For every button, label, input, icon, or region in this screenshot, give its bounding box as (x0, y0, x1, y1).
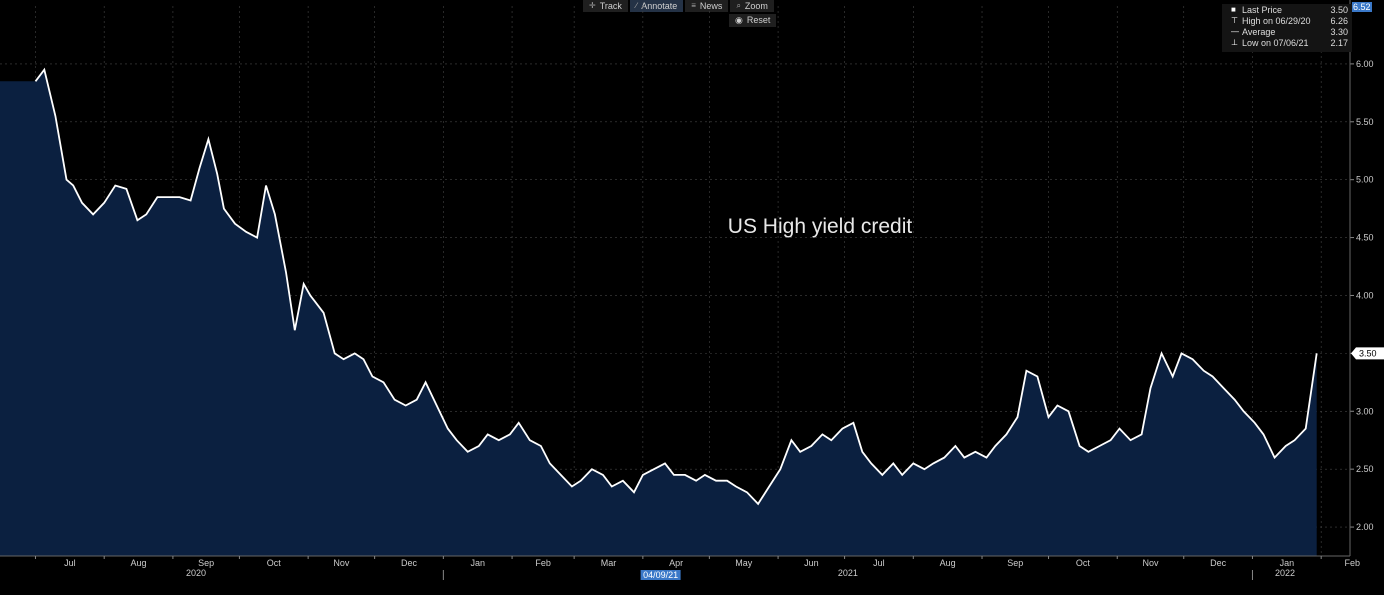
legend-value: 6.26 (1330, 16, 1348, 26)
y-tick-label: 2.50 (1356, 464, 1374, 474)
legend-marker-icon: ■ (1231, 5, 1236, 14)
x-tick-label: Dec (1210, 558, 1227, 568)
series-line (34, 67, 1318, 506)
legend-marker-icon: ⊤ (1231, 16, 1238, 25)
legend-label: Last Price (1242, 5, 1283, 15)
legend-value: 2.17 (1330, 38, 1348, 48)
x-tick-label: May (735, 558, 753, 568)
toolbar-label: News (699, 1, 723, 11)
x-tick-label: Oct (1076, 558, 1091, 568)
toolbar-annotate-button[interactable]: ∕ Annotate (629, 0, 684, 12)
x-tick-label: Mar (601, 558, 617, 568)
y-tick-label: 4.00 (1356, 290, 1374, 300)
news-icon: ≡ (691, 1, 696, 10)
x-tick-label: Sep (198, 558, 214, 568)
cursor-date-label: 04/09/21 (643, 570, 678, 580)
toolbar-zoom-button[interactable]: ⌕ Zoom (730, 0, 774, 12)
toolbar-news-button[interactable]: ≡ News (685, 0, 729, 12)
y-tick-label: 6.00 (1356, 59, 1374, 69)
last-value-tag (1351, 347, 1384, 360)
legend-label: Average (1242, 27, 1276, 37)
toolbar-label: Track (599, 1, 622, 11)
legend-value: 3.30 (1330, 27, 1348, 37)
chart-title: US High yield credit (728, 215, 913, 238)
pencil-icon: ∕ (635, 1, 638, 10)
year-label: 2022 (1275, 568, 1295, 578)
axis-max-label: 6.52 (1352, 2, 1372, 12)
x-tick-label: Dec (401, 558, 418, 568)
x-tick-label: Jul (64, 558, 76, 568)
x-tick-label: Feb (1344, 558, 1360, 568)
legend-label: High on 06/29/20 (1242, 16, 1311, 26)
x-axis-background (0, 556, 1384, 595)
reset-icon: ◉ (735, 15, 743, 25)
legend-marker-icon: — (1231, 27, 1239, 36)
y-tick-label: 3.00 (1356, 406, 1374, 416)
reset-button[interactable]: ◉ Reset (729, 14, 777, 27)
x-tick-label: Nov (333, 558, 350, 568)
last-value-label: 3.50 (1359, 348, 1377, 358)
toolbar-label: Annotate (641, 1, 678, 11)
cursor-date-tag (640, 570, 681, 580)
x-tick-label: Feb (535, 558, 551, 568)
y-tick-label: 5.00 (1356, 175, 1374, 185)
legend-label: Low on 07/06/21 (1242, 38, 1309, 48)
crosshair-icon: ✛ (589, 1, 596, 10)
x-tick-label: Apr (669, 558, 683, 568)
y-tick-label: 2.00 (1356, 522, 1374, 532)
legend-row: — Average 3.30 (1222, 27, 1352, 38)
x-tick-label: Aug (131, 558, 147, 568)
year-label: 2020 (186, 568, 206, 578)
chart-toolbar: ✛ Track ∕ Annotate ≡ News ⌕ Zoom (583, 0, 774, 12)
y-tick-label: 4.50 (1356, 233, 1374, 243)
legend-value: 3.50 (1330, 5, 1348, 15)
x-axis: Jul Aug Sep Oct Nov Dec Jan Feb Mar Apr May Jun Jul A… (0, 555, 1384, 595)
reset-label: Reset (746, 15, 771, 25)
legend-row: ■ Last Price 3.50 (1222, 5, 1352, 16)
x-tick-label: Jul (873, 558, 885, 568)
magnifier-icon: ⌕ (736, 1, 741, 10)
x-tick-label: Oct (267, 558, 282, 568)
toolbar-track-button[interactable]: ✛ Track (583, 0, 628, 12)
x-tick-label: Aug (940, 558, 956, 568)
x-tick-label: Nov (1142, 558, 1159, 568)
legend-panel: ■ Last Price 3.50 ⊤ High on 06/29/20 6.26— Ave… (1222, 4, 1352, 52)
y-axis: 2.002.503.003.504.004.505.005.506.003.50 (1349, 0, 1384, 556)
y-tick-label: 5.50 (1356, 117, 1374, 127)
x-tick-label: Jan (1280, 558, 1295, 568)
legend-marker-icon: ⊥ (1231, 38, 1238, 47)
x-tick-label: Sep (1007, 558, 1023, 568)
year-label: 2021 (838, 568, 858, 578)
legend-row: ⊥ Low on 07/06/21 2.17 (1222, 38, 1352, 49)
x-tick-label: Jun (804, 558, 819, 568)
x-tick-label: Jan (470, 558, 485, 568)
series-area-fill (0, 69, 1317, 556)
legend-row: ⊤ High on 06/29/20 6.26 (1222, 16, 1352, 27)
toolbar-label: Zoom (744, 1, 768, 11)
